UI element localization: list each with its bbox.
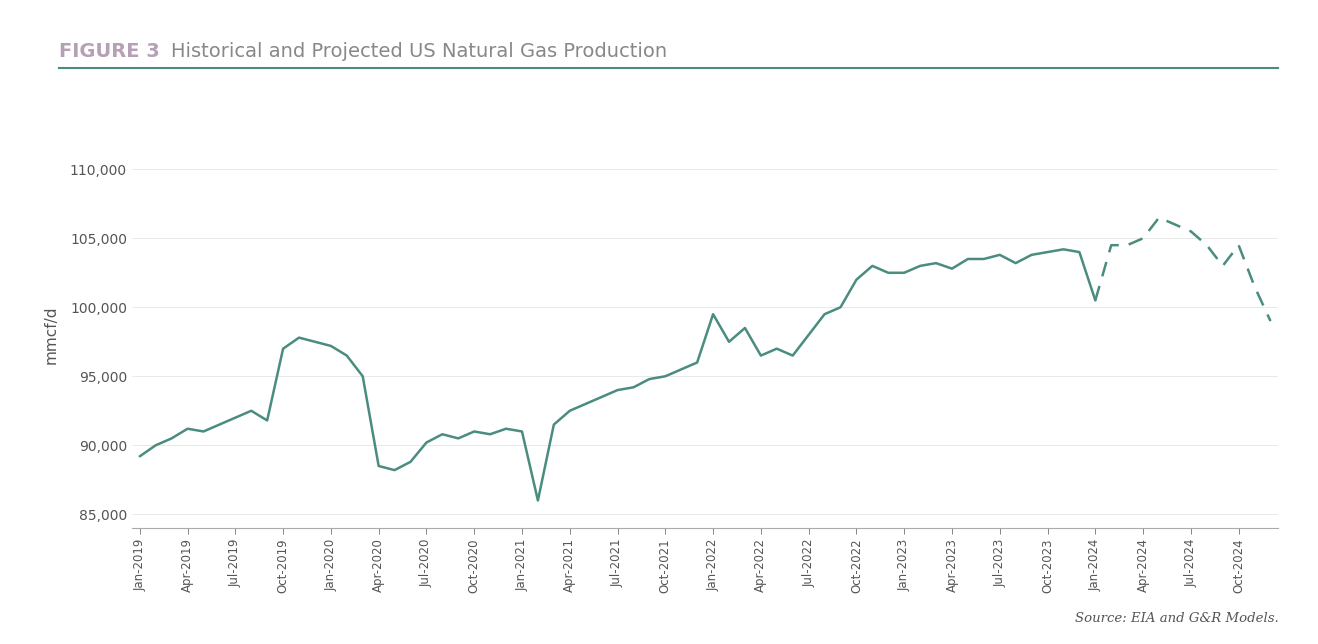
Text: Historical and Projected US Natural Gas Production: Historical and Projected US Natural Gas … [171,42,667,61]
Y-axis label: mmcf/d: mmcf/d [43,306,59,364]
Text: FIGURE 3: FIGURE 3 [59,42,159,61]
Text: Source: EIA and G&R Models.: Source: EIA and G&R Models. [1074,612,1278,625]
